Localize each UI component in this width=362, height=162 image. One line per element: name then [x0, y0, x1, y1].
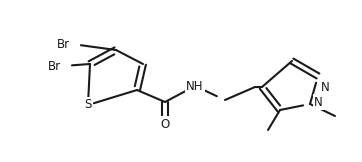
Text: N: N [314, 96, 323, 109]
Text: S: S [84, 98, 92, 111]
Text: N: N [321, 81, 330, 94]
Text: Br: Br [57, 37, 70, 51]
Text: Br: Br [48, 59, 61, 73]
Text: NH: NH [186, 80, 204, 93]
Text: O: O [160, 117, 170, 131]
